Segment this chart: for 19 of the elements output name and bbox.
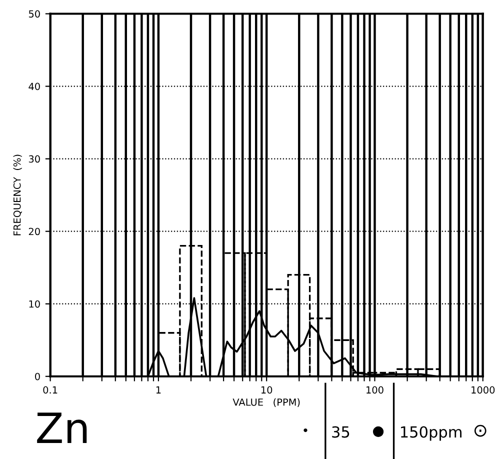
x-tick-label: 0.1 xyxy=(43,386,58,394)
x-tick-label: 1 xyxy=(156,386,161,394)
y-tick-label: 50 xyxy=(28,10,40,18)
text: ⊙ xyxy=(474,424,486,437)
y-axis-title: FREQUENCY (%) xyxy=(13,154,22,236)
x-tick-label: 10 xyxy=(261,386,272,394)
x-tick-label: 100 xyxy=(366,386,384,394)
y-tick-label: 10 xyxy=(29,300,40,308)
x-axis-title: VALUE (PPM) xyxy=(232,398,300,407)
y-tick-label: 20 xyxy=(28,228,40,236)
y-tick-label: 40 xyxy=(28,82,40,90)
text: • xyxy=(304,428,308,432)
text: ● xyxy=(372,426,384,438)
y-tick-label: 30 xyxy=(28,155,40,163)
ref-line-label: 150ppm xyxy=(401,426,462,441)
y-tick-label: 0 xyxy=(35,372,40,380)
ref-line-label: 35 xyxy=(332,426,350,438)
x-tick-label: 1000 xyxy=(472,386,495,394)
text: Zn xyxy=(37,412,87,443)
